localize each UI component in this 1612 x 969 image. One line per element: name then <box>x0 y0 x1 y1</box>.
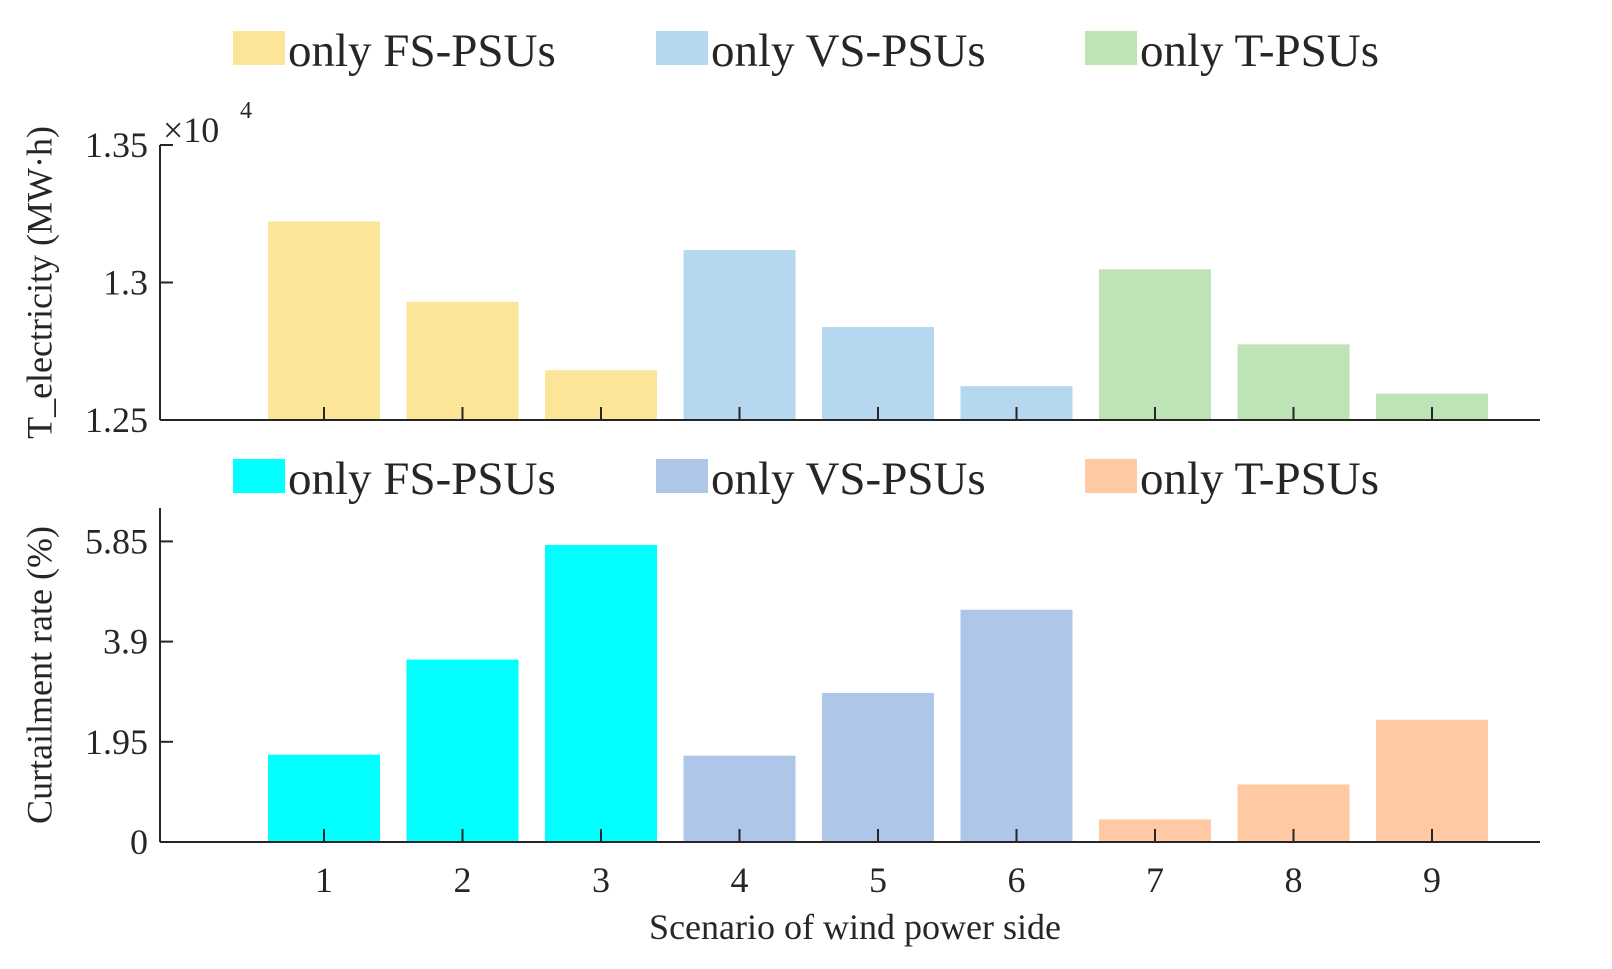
x-tick-label: 8 <box>1285 860 1303 900</box>
bar <box>268 754 380 842</box>
x-tick-label: 2 <box>454 860 472 900</box>
bar <box>545 544 657 842</box>
chart-panel-2: only FS-PSUs only VS-PSUs only T-PSUs 0 1.95… <box>19 453 1540 947</box>
y-tick-label: 1.3 <box>103 263 148 303</box>
legend-swatch <box>233 31 285 65</box>
bar <box>822 327 934 420</box>
x-tick-label: 6 <box>1008 860 1026 900</box>
y-tick-label: 3.9 <box>103 622 148 662</box>
legend-label: only VS-PSUs <box>711 25 986 77</box>
legend-label: only FS-PSUs <box>288 453 556 505</box>
y-tick-label: 1.35 <box>85 125 148 165</box>
bar <box>1099 269 1211 420</box>
y-exponent-power: 4 <box>240 98 252 124</box>
x-axis-label: Scenario of wind power side <box>649 907 1061 947</box>
y-exponent-base: ×10 <box>163 110 219 150</box>
bar <box>1376 719 1488 842</box>
x-tick-label: 9 <box>1423 860 1441 900</box>
bar <box>683 755 796 842</box>
legend-swatch <box>1085 31 1137 65</box>
legend-swatch <box>1085 459 1137 493</box>
legend-label: only FS-PSUs <box>288 25 556 77</box>
x-tick-label: 3 <box>592 860 610 900</box>
x-tick-label: 5 <box>869 860 887 900</box>
bar <box>406 301 519 420</box>
y-tick-label: 0 <box>130 822 148 862</box>
y-tick-label: 1.25 <box>85 400 148 440</box>
bar <box>960 609 1073 842</box>
bar <box>406 659 519 842</box>
legend-swatch <box>656 31 708 65</box>
legend-label: only VS-PSUs <box>711 453 986 505</box>
legend-label: only T-PSUs <box>1140 453 1379 505</box>
x-tick-label: 4 <box>731 860 749 900</box>
x-tick-label: 7 <box>1146 860 1164 900</box>
bar <box>822 692 934 842</box>
y-tick-label: 1.95 <box>85 722 148 762</box>
y-axis-label: T_electricity (MW·h) <box>19 126 59 439</box>
y-tick-label: 5.85 <box>85 521 148 561</box>
x-tick-label: 1 <box>315 860 333 900</box>
bar <box>268 221 380 420</box>
chart-panel-1: only FS-PSUs only VS-PSUs only T-PSUs 1.25 1… <box>19 25 1540 440</box>
legend-swatch <box>656 459 708 493</box>
legend-swatch <box>233 459 285 493</box>
y-axis-label: Curtailment rate (%) <box>19 526 59 824</box>
bar <box>683 250 796 420</box>
legend-label: only T-PSUs <box>1140 25 1379 77</box>
